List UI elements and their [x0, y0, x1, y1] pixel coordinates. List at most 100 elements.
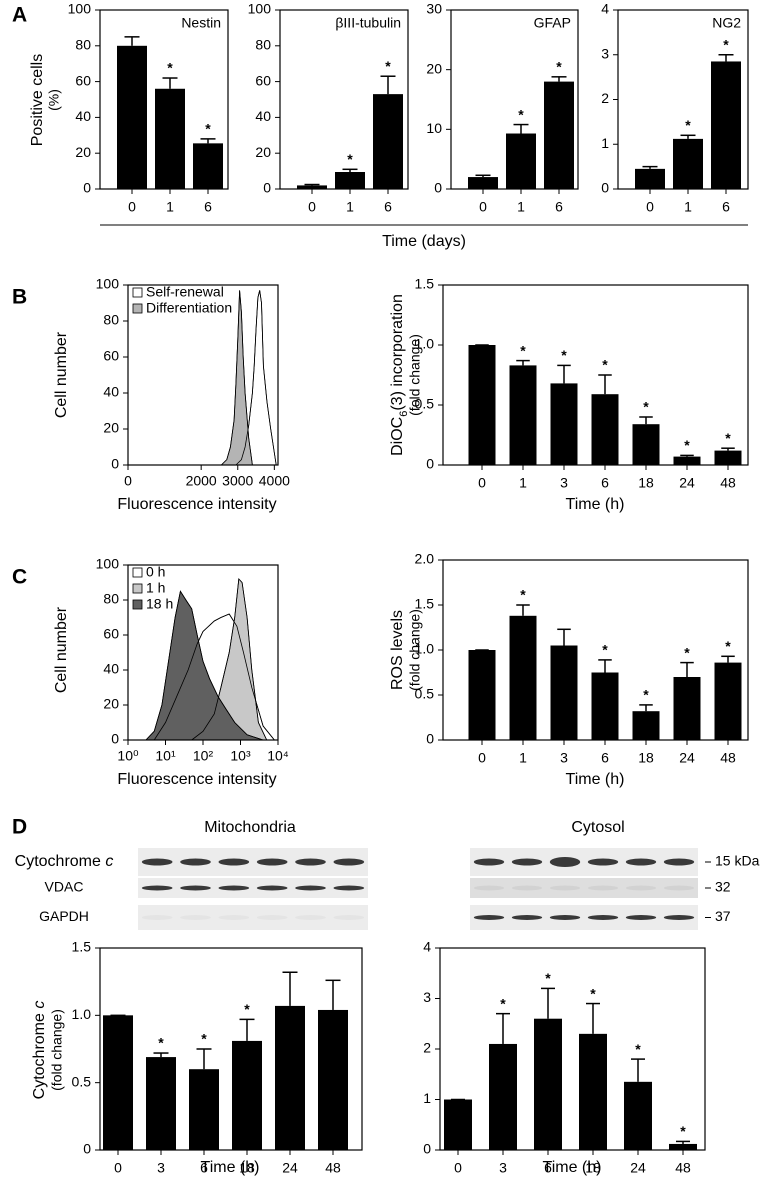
x-axis-label: Fluorescence intensity	[117, 771, 276, 788]
y-tick-label: 2	[423, 1040, 431, 1056]
bar	[117, 45, 147, 189]
plot-frame	[450, 9, 579, 190]
x-axis-label: Time (h)	[566, 771, 625, 788]
y-tick-label: 2.0	[415, 551, 435, 567]
significance-mark: *	[520, 342, 526, 358]
significance-mark: *	[347, 151, 353, 167]
y-tick-label: 3	[423, 989, 431, 1005]
bar	[579, 1033, 607, 1150]
significance-mark: *	[500, 995, 506, 1011]
text-segment: Cytochrome	[31, 1009, 48, 1100]
x-tick-label: 6	[200, 1160, 208, 1176]
panel-label: C	[12, 566, 27, 589]
x-tick-label: 18	[239, 1160, 255, 1176]
bar	[103, 1015, 133, 1150]
blot-band	[218, 858, 250, 866]
curve-outline	[153, 613, 275, 741]
x-tick-label: 48	[325, 1160, 341, 1176]
y-tick-label: 20	[103, 696, 119, 712]
blot-band	[218, 885, 250, 891]
legend-label: 1 h	[146, 580, 165, 596]
y-axis-label: Cytochrome c	[31, 1001, 48, 1100]
blot-marker-label: 32	[715, 879, 731, 895]
chart-title: NG2	[712, 15, 741, 31]
significance-mark: *	[643, 687, 649, 703]
x-tick-label: 0	[479, 199, 487, 215]
histogram-curve	[220, 290, 253, 466]
blot-band	[549, 885, 581, 891]
curve-outline	[221, 290, 253, 466]
y-tick-label: 0	[601, 180, 609, 196]
x-tick-label: 6	[555, 199, 563, 215]
x-tick-label: 0	[128, 199, 136, 215]
x-tick-label: 6	[204, 199, 212, 215]
bar	[673, 138, 703, 189]
x-tick-label: 1	[346, 199, 354, 215]
blot-band	[141, 885, 173, 891]
plot-frame	[127, 284, 279, 466]
x-tick-label: 6	[384, 199, 392, 215]
y-tick-label: 1.0	[415, 641, 435, 657]
chart-title: βIII-tubulin	[335, 15, 401, 31]
y-tick-label: 60	[103, 626, 119, 642]
y-tick-label: 1.5	[415, 276, 435, 292]
x-tick-label: 0	[308, 199, 316, 215]
blot-band	[180, 885, 211, 891]
blot-band	[549, 857, 581, 867]
x-tick-label: 0	[478, 750, 486, 766]
y-tick-label: 40	[103, 661, 119, 677]
bar	[489, 1043, 517, 1150]
blot-band	[549, 915, 581, 920]
x-tick-label: 10³	[230, 748, 251, 764]
bar	[673, 677, 701, 740]
y-tick-label: 20	[75, 144, 91, 160]
significance-mark: *	[685, 117, 691, 133]
blot-band	[511, 915, 543, 920]
y-axis-label: Positive cells	[29, 54, 46, 146]
x-axis-label: Fluorescence intensity	[117, 496, 276, 513]
bar	[468, 650, 496, 740]
bar	[673, 456, 701, 465]
significance-mark: *	[167, 60, 173, 76]
blot-marker-label: 37	[715, 908, 731, 924]
curve-outline	[191, 578, 268, 741]
y-tick-label: 2	[601, 90, 609, 106]
significance-mark: *	[556, 59, 562, 75]
x-tick-label: 48	[720, 475, 736, 491]
y-tick-label: 20	[255, 144, 271, 160]
blot-strip	[470, 848, 698, 876]
x-tick-label: 48	[675, 1160, 691, 1176]
bar	[509, 365, 537, 465]
y-tick-label: 20	[426, 60, 442, 76]
y-tick-label: 40	[75, 108, 91, 124]
x-tick-label: 6	[544, 1160, 552, 1176]
x-tick-label: 6	[601, 750, 609, 766]
blot-band	[663, 858, 695, 866]
y-tick-label: 40	[255, 108, 271, 124]
blot-strip	[138, 878, 368, 898]
x-tick-label: 24	[282, 1160, 298, 1176]
y-tick-label: 1	[423, 1090, 431, 1106]
blot-row-label: Cytochrome c	[15, 853, 114, 870]
y-tick-label: 0	[426, 731, 434, 747]
chart-title: GFAP	[534, 15, 571, 31]
x-tick-label: 6	[601, 475, 609, 491]
y-tick-label: 1.0	[72, 1006, 92, 1022]
significance-mark: *	[385, 58, 391, 74]
blot-row-label: VDAC	[45, 879, 84, 895]
x-axis-label: Time (days)	[382, 233, 466, 250]
panel-label: D	[12, 816, 27, 839]
blot-band	[625, 885, 657, 891]
chart-title: Nestin	[181, 15, 221, 31]
y-tick-label: 0	[111, 731, 119, 747]
y-axis-label: ROS levels	[389, 610, 406, 690]
x-tick-label: 18	[585, 1160, 601, 1176]
significance-mark: *	[244, 1001, 250, 1017]
x-tick-label: 10⁴	[267, 748, 289, 764]
y-tick-label: 60	[103, 348, 119, 364]
bar	[711, 61, 741, 189]
x-tick-label: 0	[454, 1160, 462, 1176]
x-tick-label: 24	[679, 475, 695, 491]
significance-mark: *	[561, 347, 567, 363]
legend-swatch	[132, 599, 143, 610]
